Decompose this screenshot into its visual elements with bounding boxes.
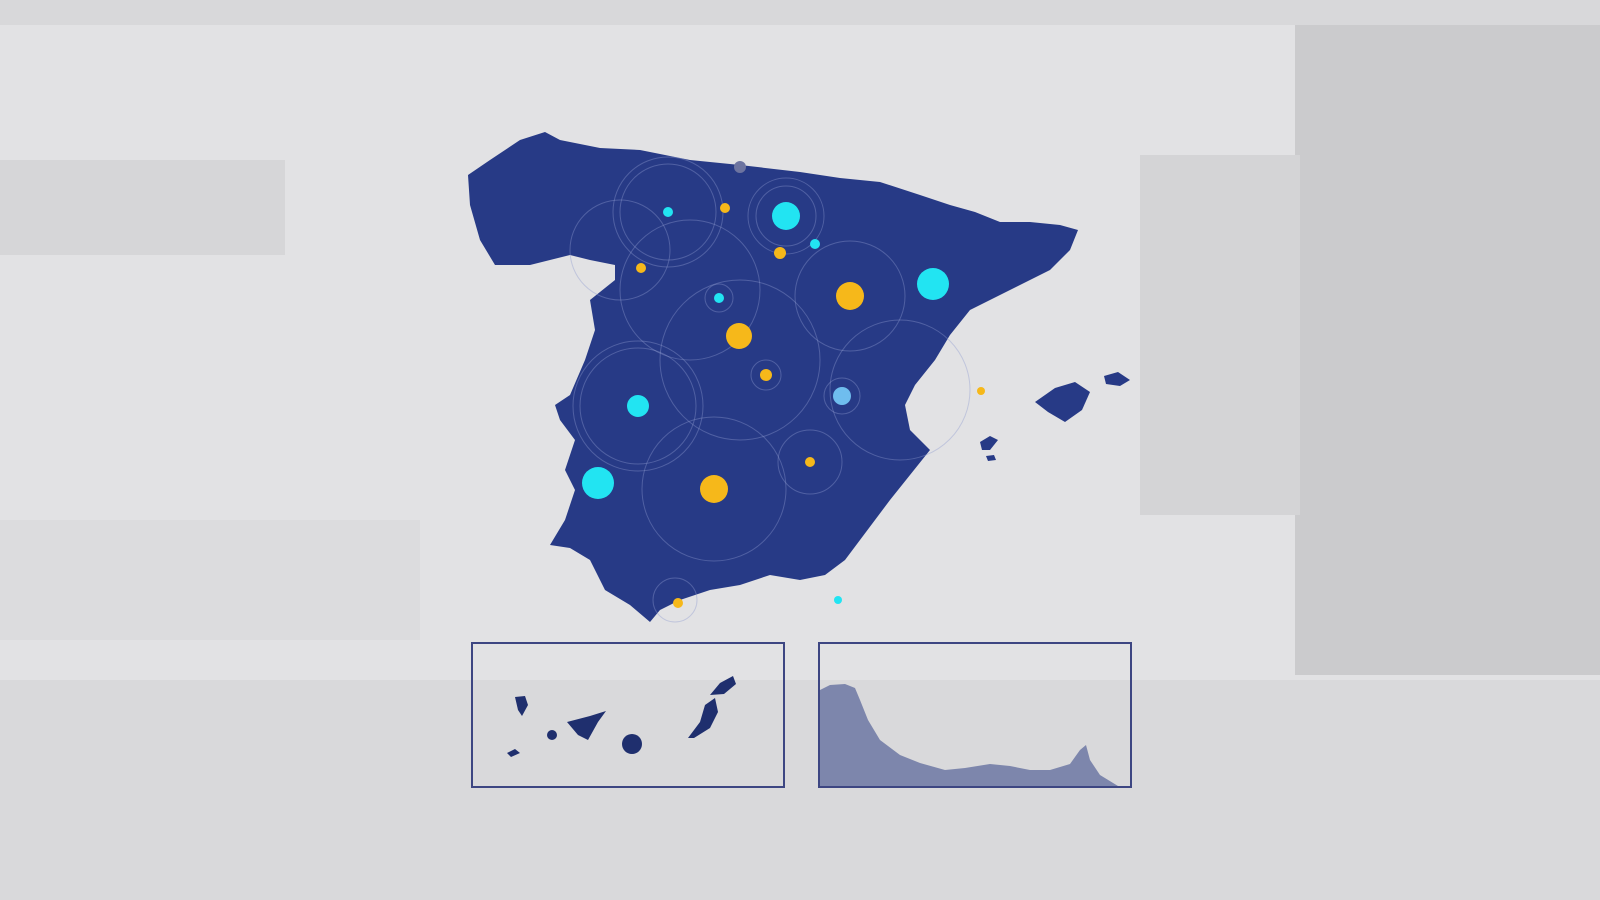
- map-marker-yellow-icon: [636, 263, 646, 273]
- island-tenerife: [567, 711, 606, 740]
- island-la-palma: [515, 696, 528, 716]
- map-marker-grey-icon: [734, 161, 746, 173]
- marker-ring: [572, 340, 704, 472]
- bg-panel-right: [1295, 25, 1600, 675]
- map-marker-cyan-icon: [834, 596, 842, 604]
- marker-ring: [823, 377, 861, 415]
- marker-ring: [619, 163, 717, 261]
- coastline-north-africa: [820, 684, 1118, 786]
- map-marker-yellow-icon: [720, 203, 730, 213]
- bg-panel-right-mid: [1140, 155, 1300, 515]
- map-marker-yellow-icon: [836, 282, 864, 310]
- island-el-hierro: [507, 749, 520, 757]
- map-marker-cyan-icon: [627, 395, 649, 417]
- map-marker-cyan-icon: [917, 268, 949, 300]
- bg-panel-left: [0, 160, 285, 255]
- island-lanzarote: [710, 676, 736, 695]
- marker-ring: [777, 429, 843, 495]
- map-marker-yellow-icon: [805, 457, 815, 467]
- marker-ring: [747, 177, 825, 255]
- map-marker-yellow-icon: [673, 598, 683, 608]
- marker-ring: [704, 283, 734, 313]
- island-ibiza: [980, 436, 998, 450]
- map-marker-cyan-icon: [810, 239, 820, 249]
- marker-ring: [652, 577, 698, 623]
- rings-layer: [569, 156, 971, 623]
- island-menorca: [1104, 372, 1130, 386]
- map-marker-cyan-icon: [582, 467, 614, 499]
- map-marker-yellow-icon: [774, 247, 786, 259]
- island-fuerteventura: [688, 698, 718, 738]
- island-gran-canaria: [622, 734, 642, 754]
- map-marker-cyan-icon: [663, 207, 673, 217]
- canary-islands: [507, 676, 736, 757]
- map-marker-cyan-icon: [714, 293, 724, 303]
- map-marker-yellow-icon: [726, 323, 752, 349]
- marker-ring: [794, 240, 906, 352]
- island-mallorca: [1035, 382, 1090, 422]
- map-marker-yellow-icon: [977, 387, 985, 395]
- markers-layer: [582, 161, 985, 608]
- marker-ring: [569, 199, 671, 301]
- mainland-spain: [468, 132, 1078, 622]
- map-marker-lightblue-icon: [833, 387, 851, 405]
- bg-panel-bottom: [0, 680, 1600, 900]
- inset-canary-islands: [471, 642, 785, 788]
- marker-ring: [619, 219, 761, 361]
- island-formentera: [986, 455, 996, 461]
- bg-panel-top: [0, 0, 1600, 25]
- marker-ring: [579, 347, 697, 465]
- map-marker-yellow-icon: [760, 369, 772, 381]
- marker-ring: [755, 185, 817, 247]
- marker-ring: [750, 359, 782, 391]
- map-marker-cyan-icon: [772, 202, 800, 230]
- bg-panel-left-lower: [0, 520, 420, 640]
- marker-ring: [829, 319, 971, 461]
- marker-ring: [659, 279, 821, 441]
- inset-ceuta-melilla: [818, 642, 1132, 788]
- island-la-gomera: [547, 730, 557, 740]
- marker-ring: [641, 416, 787, 562]
- map-marker-yellow-icon: [700, 475, 728, 503]
